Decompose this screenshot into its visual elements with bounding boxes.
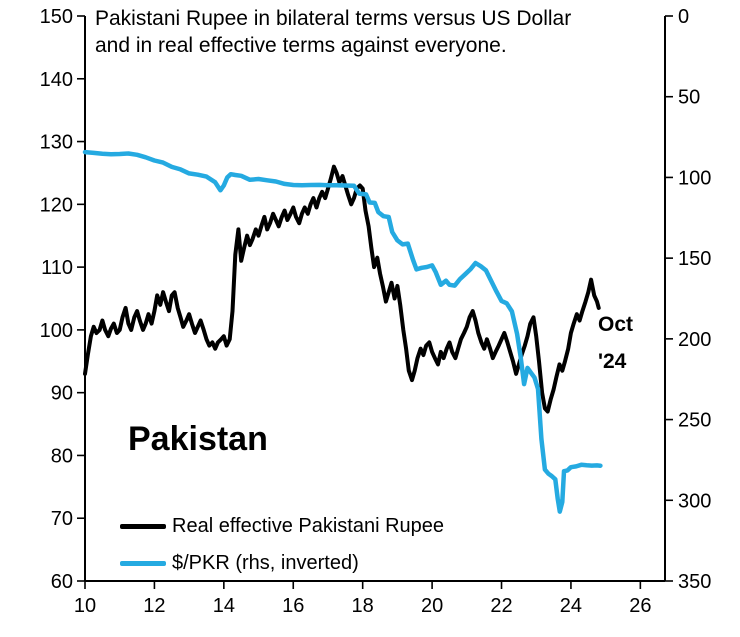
right-axis-label: 300 [678,490,711,512]
right-axis-label: 350 [678,571,711,593]
left-axis-label: 90 [51,383,73,405]
reer-line-swatch [120,523,166,529]
date-annotation-line2: '24 [598,350,627,373]
left-axis-label: 110 [41,257,73,279]
x-axis-label: 16 [282,595,304,617]
left-axis-label: 120 [40,194,73,216]
legend-label-pkr: $/PKR (rhs, inverted) [172,551,359,574]
legend: Real effective Pakistani Rupee $/PKR (rh… [120,511,444,585]
pkr-line-swatch [120,560,166,566]
date-annotation-line1: Oct [598,313,634,336]
chart-title-line2: and in real effective terms against ever… [95,34,507,57]
series-line-pkr [82,149,603,514]
left-axis-label: 100 [40,320,73,342]
left-axis-label: 80 [51,445,73,467]
right-axis-label: 50 [678,87,700,109]
legend-label-reer: Real effective Pakistani Rupee [172,514,445,537]
right-axis-label: 100 [678,167,711,189]
x-axis-label: 10 [74,595,96,617]
series-line-reer [83,164,601,414]
x-axis-label: 18 [352,595,374,617]
legend-item-reer: Real effective Pakistani Rupee [120,511,444,541]
right-axis-label: 0 [678,6,689,28]
country-label: Pakistan [128,420,268,458]
left-axis-label: 60 [51,571,73,593]
chart-title: Pakistani Rupee in bilateral terms versu… [95,5,670,59]
x-axis-label: 22 [490,595,512,617]
right-axis-label: 200 [678,329,711,351]
x-axis-label: 12 [143,595,165,617]
chart-title-line1: Pakistani Rupee in bilateral terms versu… [95,7,572,30]
left-axis-label: 130 [40,132,73,154]
left-axis-label: 70 [51,508,73,530]
x-axis-label: 20 [421,595,443,617]
x-axis-label: 26 [629,595,651,617]
x-axis-label: 24 [560,595,582,617]
left-axis-label: 140 [40,69,73,91]
x-axis-label: 14 [213,595,235,617]
date-annotation: Oct '24 [598,306,633,380]
right-axis-label: 150 [678,248,711,270]
left-axis-label: 150 [40,6,73,28]
legend-item-pkr: $/PKR (rhs, inverted) [120,548,444,578]
right-axis-label: 250 [678,410,711,432]
